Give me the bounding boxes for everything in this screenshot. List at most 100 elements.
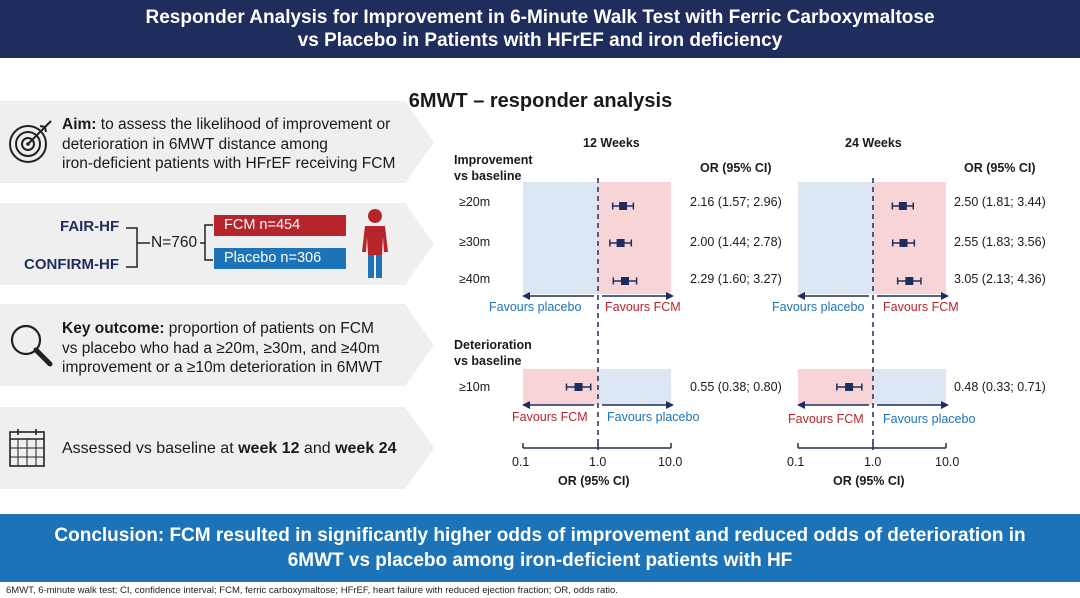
favours-placebo-improve-12: Favours placebo	[489, 300, 582, 314]
favours-fcm-deteriorate-12: Favours FCM	[512, 410, 588, 424]
assessed-panel-shape	[0, 407, 434, 489]
trials-panel: FAIR-HF CONFIRM-HF N=760 FCM n=454 Place…	[0, 203, 435, 285]
section-improvement: Improvement vs baseline	[454, 152, 533, 184]
trial-confirm-hf: CONFIRM-HF	[24, 256, 119, 273]
trial-fair-hf: FAIR-HF	[60, 218, 120, 235]
arrowhead-favours-fcm-improve-0	[666, 292, 674, 300]
or-point-12-ge20m	[619, 202, 628, 210]
assessed-week24: week 24	[335, 440, 397, 457]
key-outcome-line-2: vs placebo who had a ≥20m, ≥30m, and ≥40…	[62, 339, 380, 357]
x-axis-label-24: OR (95% CI)	[833, 474, 905, 488]
aim-line-1: to assess the likelihood of improvement …	[96, 116, 391, 133]
section-deterioration-line-2: vs baseline	[454, 354, 522, 368]
section-improvement-line-1: Improvement	[454, 153, 533, 167]
or-point-24-ge40m	[905, 277, 914, 285]
or-point-24-ge10m	[845, 383, 854, 391]
arrowhead-favours-placebo-deteriorate-0	[666, 401, 674, 409]
panel-title-12-weeks: 12 Weeks	[583, 136, 640, 150]
conclusion-line-2: 6MWT vs placebo among iron-deficient pat…	[287, 550, 793, 571]
shade-placebo-improve-0	[523, 182, 598, 294]
row-label-40m: ≥40m	[459, 272, 491, 286]
arrowhead-favours-placebo-improve-1	[797, 292, 805, 300]
key-outcome-text: Key outcome: proportion of patients on F…	[62, 319, 382, 378]
aim-panel: Aim: to assess the likelihood of improve…	[0, 101, 435, 183]
or-point-12-ge40m	[620, 277, 629, 285]
favours-placebo-deteriorate-12: Favours placebo	[607, 410, 700, 424]
row-label-20m: ≥20m	[459, 195, 491, 209]
ci-text-24-40m: 3.05 (2.13; 4.36)	[954, 272, 1046, 286]
conclusion-banner: Conclusion: FCM resulted in significantl…	[0, 514, 1080, 582]
assessed-prefix: Assessed vs baseline at	[62, 440, 239, 457]
key-outcome-panel: Key outcome: proportion of patients on F…	[0, 304, 435, 386]
shade-placebo-improve-1	[798, 182, 873, 294]
x-tick-24-10.0: 10.0	[935, 455, 960, 469]
assessed-week12: week 12	[238, 440, 300, 457]
x-tick-24-0.1: 0.1	[787, 455, 805, 469]
ci-header-24: OR (95% CI)	[964, 161, 1036, 175]
ci-text-12-20m: 2.16 (1.57; 2.96)	[690, 195, 782, 209]
key-outcome-line-3: improvement or a ≥10m deterioration in 6…	[62, 359, 383, 376]
aim-line-3: iron-deficient patients with HFrEF recei…	[62, 155, 396, 172]
conclusion-text: Conclusion: FCM resulted in significantl…	[0, 514, 1080, 573]
arrowhead-favours-fcm-deteriorate-0	[522, 401, 530, 409]
panel-title-24-weeks: 24 Weeks	[845, 136, 902, 150]
x-tick-12-10.0: 10.0	[658, 455, 683, 469]
fcm-count-box: FCM n=454	[214, 215, 346, 236]
ci-text-24-30m: 2.55 (1.83; 3.56)	[954, 235, 1046, 249]
placebo-count-label: Placebo n=306	[224, 250, 322, 266]
aim-text: Aim: to assess the likelihood of improve…	[62, 115, 395, 174]
ci-header-12: OR (95% CI)	[700, 161, 772, 175]
ci-text-12-40m: 2.29 (1.60; 3.27)	[690, 272, 782, 286]
section-deterioration: Deterioration vs baseline	[454, 337, 532, 369]
ci-text-12-30m: 2.00 (1.44; 2.78)	[690, 235, 782, 249]
placebo-count-box: Placebo n=306	[214, 248, 346, 269]
n-total: N=760	[151, 234, 198, 251]
or-point-12-ge30m	[616, 239, 625, 247]
aim-panel-shape	[0, 101, 434, 183]
shade-fcm-improve-1	[873, 182, 946, 294]
assessed-text: Assessed vs baseline at week 12 and week…	[62, 439, 396, 459]
arrowhead-favours-placebo-deteriorate-1	[941, 401, 949, 409]
ci-text-24-20m: 2.50 (1.81; 3.44)	[954, 195, 1046, 209]
chart-title: 6MWT – responder analysis	[408, 90, 673, 112]
aim-line-2: deterioration in 6MWT distance among	[62, 135, 328, 153]
favours-placebo-improve-24: Favours placebo	[772, 300, 865, 314]
favours-fcm-improve-12: Favours FCM	[605, 300, 681, 314]
x-tick-12-1.0: 1.0	[589, 455, 607, 469]
assessed-panel: Assessed vs baseline at week 12 and week…	[0, 407, 435, 489]
aim-label: Aim:	[62, 116, 97, 133]
shade-placebo-deteriorate-0	[598, 369, 671, 405]
key-outcome-panel-shape	[0, 304, 434, 386]
row-label-10m: ≥10m	[459, 380, 491, 394]
footnote: 6MWT, 6-minute walk test; CI, confidence…	[6, 585, 618, 596]
or-point-24-ge30m	[899, 239, 908, 247]
header-banner: Responder Analysis for Improvement in 6-…	[0, 0, 1080, 58]
row-label-30m: ≥30m	[459, 235, 491, 249]
forest-plot	[522, 178, 949, 450]
conclusion-line-1: Conclusion: FCM resulted in significantl…	[54, 525, 1026, 546]
favours-placebo-deteriorate-24: Favours placebo	[883, 412, 976, 426]
favours-fcm-deteriorate-24: Favours FCM	[788, 412, 864, 426]
x-tick-24-1.0: 1.0	[864, 455, 882, 469]
section-deterioration-line-1: Deterioration	[454, 338, 532, 352]
assessed-middle: and	[299, 440, 336, 457]
x-axis-label-12: OR (95% CI)	[558, 474, 630, 488]
title-line-2: vs Placebo in Patients with HFrEF and ir…	[297, 30, 783, 51]
key-outcome-label: Key outcome:	[62, 320, 165, 337]
ci-text-12-10m: 0.55 (0.38; 0.80)	[690, 380, 782, 394]
favours-fcm-improve-24: Favours FCM	[883, 300, 959, 314]
or-point-12-ge10m	[574, 383, 583, 391]
x-tick-12-0.1: 0.1	[512, 455, 530, 469]
shade-placebo-deteriorate-1	[873, 369, 946, 405]
page-title: Responder Analysis for Improvement in 6-…	[0, 0, 1080, 52]
or-point-24-ge20m	[898, 202, 907, 210]
arrowhead-favours-fcm-deteriorate-1	[797, 401, 805, 409]
section-improvement-line-2: vs baseline	[454, 169, 522, 183]
key-outcome-line-1: proportion of patients on FCM	[164, 320, 374, 337]
shade-fcm-improve-0	[598, 182, 671, 294]
title-line-1: Responder Analysis for Improvement in 6-…	[145, 7, 935, 28]
ci-text-24-10m: 0.48 (0.33; 0.71)	[954, 380, 1046, 394]
arrowhead-favours-fcm-improve-1	[941, 292, 949, 300]
arrowhead-favours-placebo-improve-0	[522, 292, 530, 300]
fcm-count-label: FCM n=454	[224, 217, 301, 233]
